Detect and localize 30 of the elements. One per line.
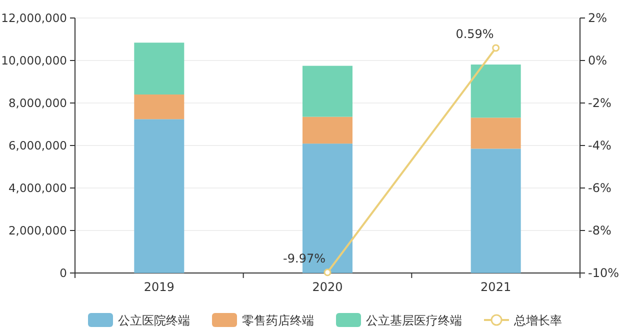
y-tick-label: 4,000,000 (8, 181, 67, 195)
bar (470, 148, 521, 273)
x-tick-label: 2019 (144, 280, 174, 294)
x-tick-label: 2021 (480, 280, 512, 294)
bar (134, 42, 184, 94)
y-tick-label: 8,000,000 (8, 96, 67, 110)
y2-tick-label: 0% (588, 54, 608, 68)
y2-tick-label: -4% (588, 138, 612, 152)
legend-label: 零售药店终端 (242, 314, 314, 328)
y2-tick-label: 2% (588, 11, 608, 25)
y2-tick-label: -6% (588, 181, 612, 195)
y-tick-label: 6,000,000 (8, 138, 67, 152)
bar (134, 119, 184, 273)
y-tick-label: 0 (60, 266, 67, 280)
legend-label: 总增长率 (513, 314, 562, 328)
x-tick-label: 2020 (312, 280, 343, 294)
data-label: 0.59% (456, 26, 494, 41)
bar (470, 118, 521, 149)
legend-label: 公立医院终端 (118, 314, 190, 328)
y-tick-label: 12,000,000 (1, 11, 67, 25)
y2-tick-label: -10% (588, 266, 620, 280)
y2-tick-label: -8% (588, 224, 612, 238)
bar (302, 116, 352, 144)
y-tick-label: 10,000,000 (1, 54, 67, 68)
y-tick-label: 2,000,000 (8, 224, 67, 238)
bar (302, 66, 352, 117)
bar (134, 94, 184, 120)
bar (470, 64, 521, 118)
y2-tick-label: -2% (588, 96, 612, 110)
legend-label: 公立基层医疗终端 (366, 314, 462, 328)
